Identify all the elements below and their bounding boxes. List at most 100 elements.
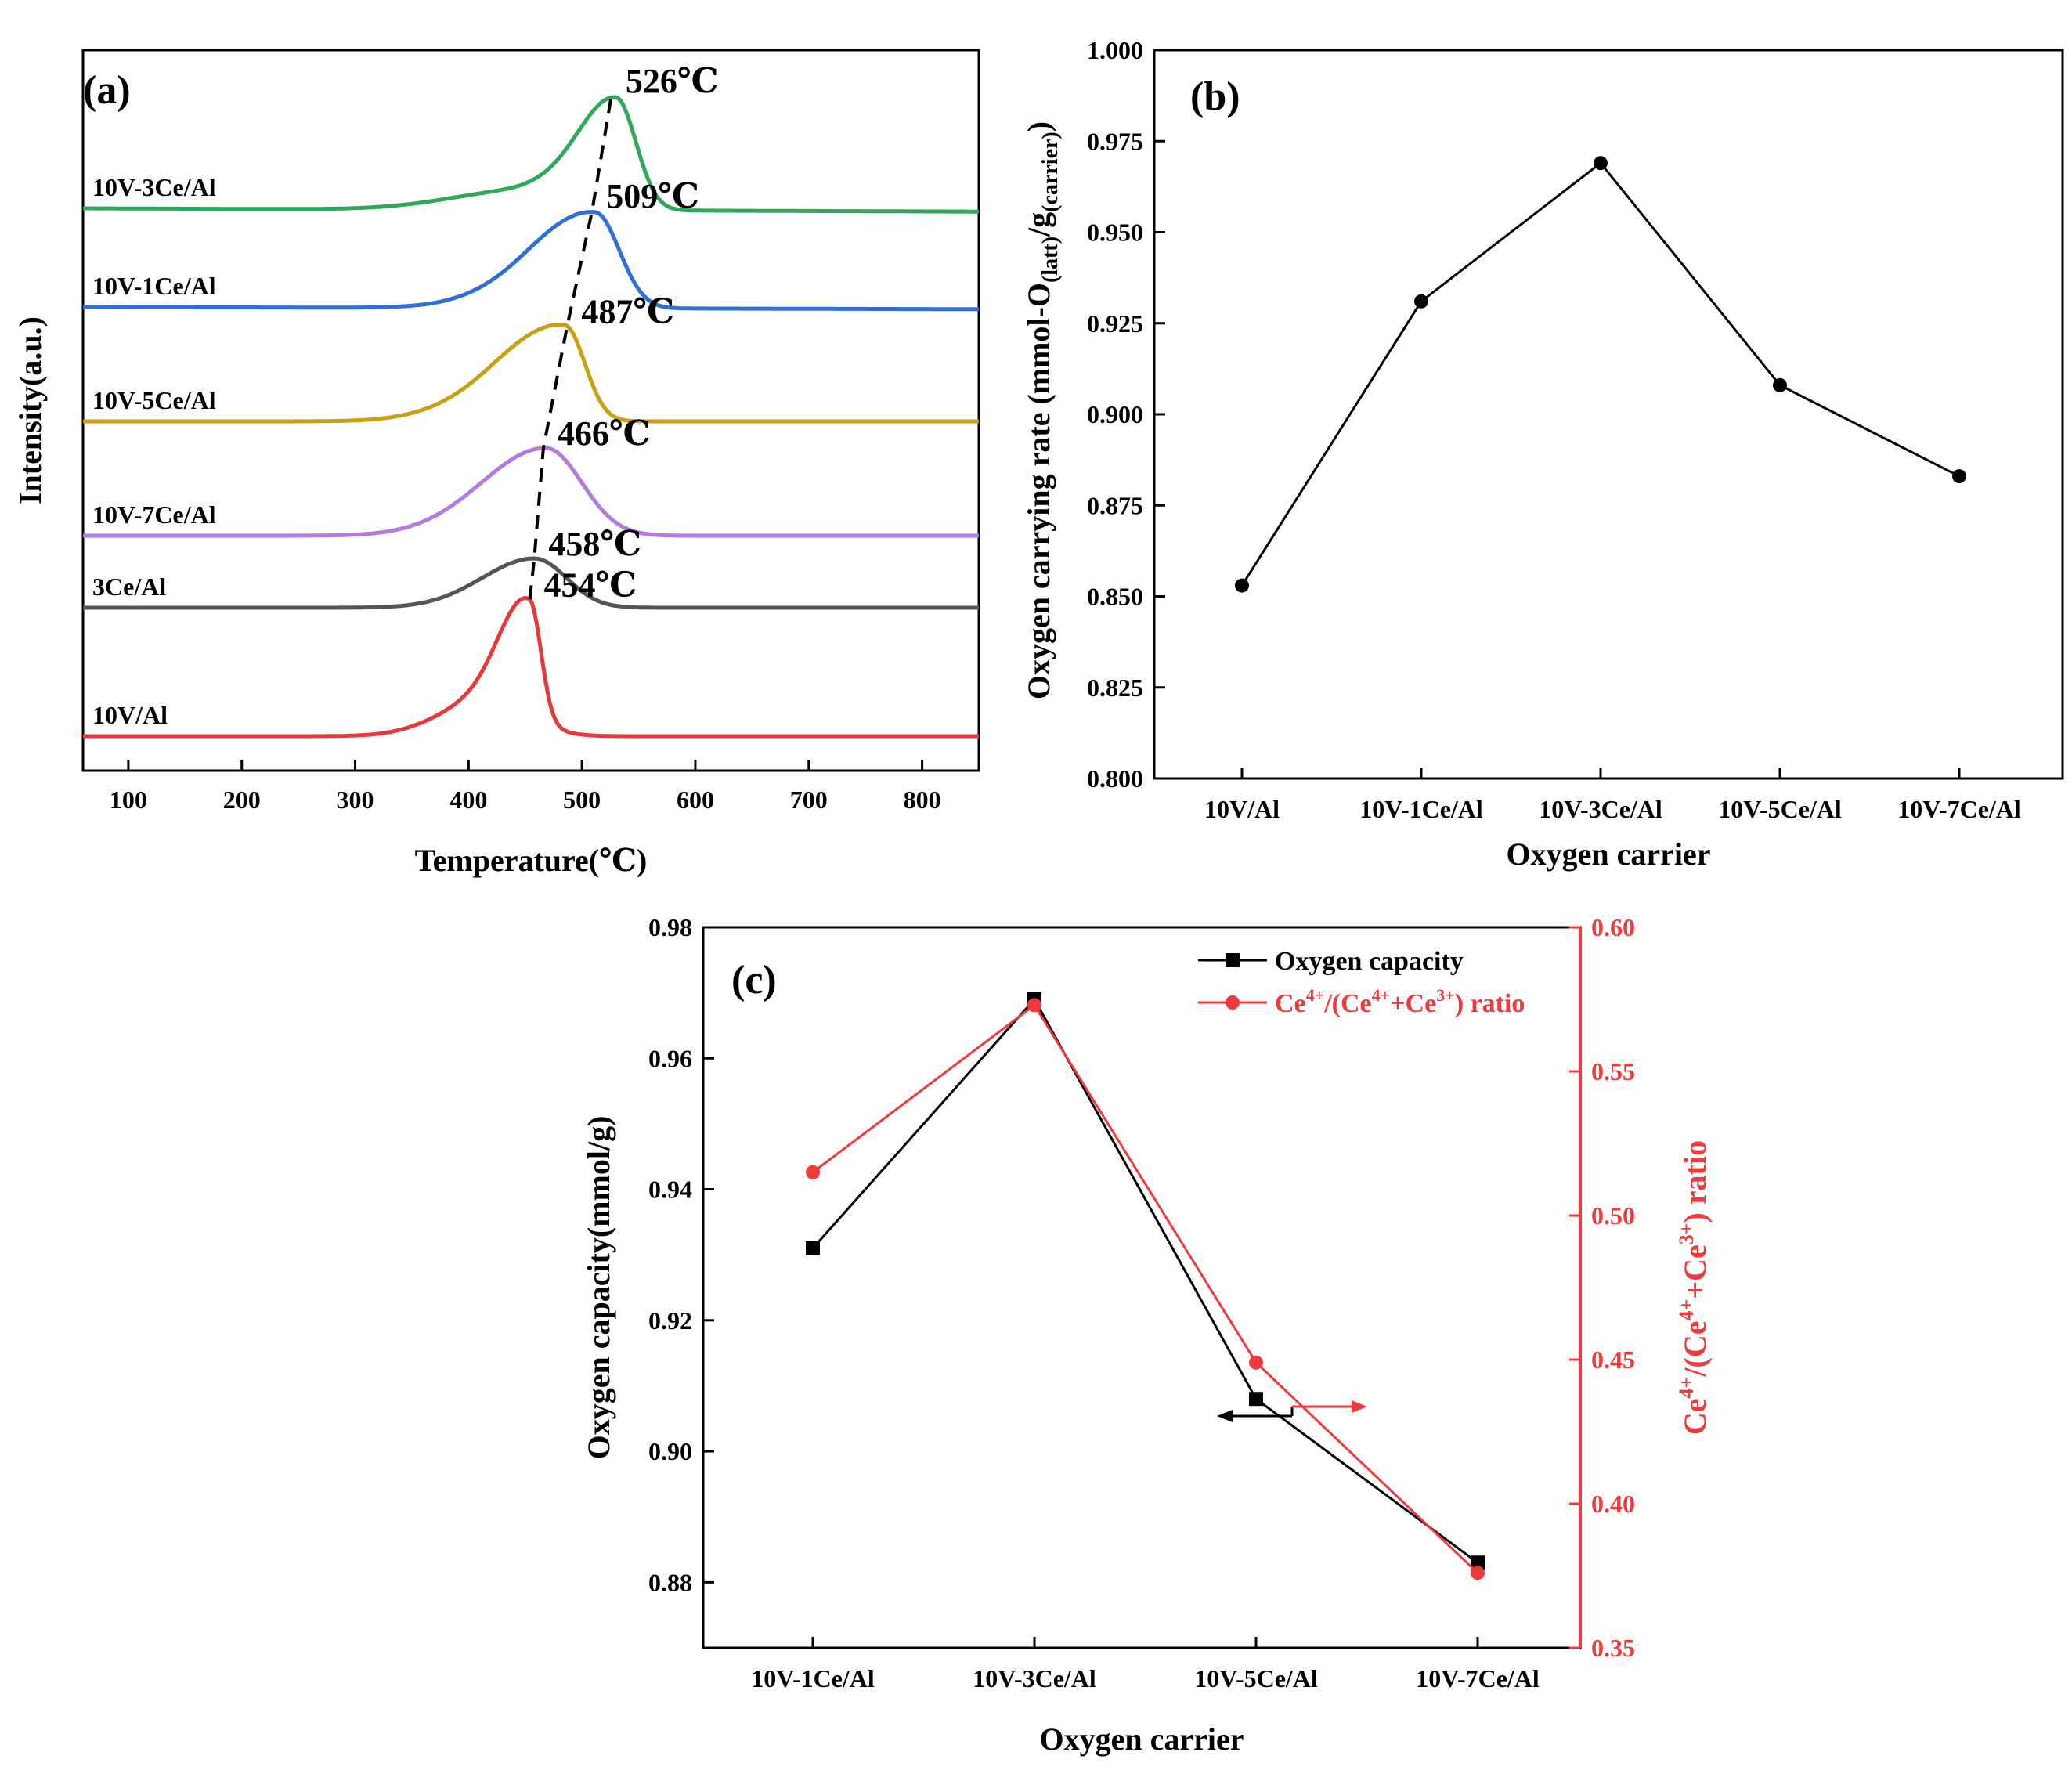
panel-c-left-y-title: Oxygen capacity(mmol/g) xyxy=(581,1116,616,1460)
b-ytick-label: 0.950 xyxy=(1087,219,1143,247)
panel-a-y-title: Intensity(a.u.) xyxy=(13,316,48,504)
panel-c-label: (c) xyxy=(731,958,777,1002)
panel-b-frame xyxy=(1153,49,2064,780)
a-xtick-label: 400 xyxy=(449,786,487,814)
c-right-ytick-label: 0.50 xyxy=(1591,1201,1635,1230)
panel-b-y-title: Oxygen carrying rate (mmol-O(latt)/g(car… xyxy=(1021,121,1063,699)
sample-label-6: 10V/Al xyxy=(92,701,168,729)
panel-c-plot xyxy=(806,992,1485,1580)
c-xtick-label: 10V-1Ce/Al xyxy=(751,1664,875,1692)
c-xtick-label: 10V-5Ce/Al xyxy=(1194,1664,1318,1692)
trace-10v-1ce-al xyxy=(83,210,979,312)
b-ytick-label: 0.825 xyxy=(1087,674,1143,702)
panel-b-y-title-main: Oxygen carrying rate (mmol-O xyxy=(1021,283,1056,699)
panel-c-x-ticks: 10V-1Ce/Al 10V-3Ce/Al 10V-5Ce/Al 10V-7Ce/Al xyxy=(751,1637,1540,1692)
peak-label-6: 454℃ xyxy=(544,565,637,604)
c-ratio-point-1 xyxy=(806,1165,820,1179)
panel-b-x-ticks: 10V/Al 10V-1Ce/Al 10V-3Ce/Al 10V-5Ce/Al 10V-… xyxy=(1204,768,2021,823)
b-ytick-label: 0.875 xyxy=(1087,491,1143,519)
panel-b-y-title-mid: /g xyxy=(1021,212,1056,237)
b-ytick-label: 0.975 xyxy=(1087,127,1143,155)
panel-c-right-y-title: Ce4+/(Ce4++Ce3+) ratio xyxy=(1675,1140,1713,1435)
c-xtick-label: 10V-7Ce/Al xyxy=(1416,1664,1540,1692)
trace-10v-7ce-al xyxy=(83,446,979,538)
trace-10v-al xyxy=(83,595,979,739)
panel-b-plot xyxy=(1235,156,1966,593)
c-series-line-2 xyxy=(812,1003,1479,1574)
a-xtick-label: 500 xyxy=(563,786,601,814)
legend-ratio-label: Ce4+/(Ce4++Ce3+) ratio xyxy=(1275,985,1525,1018)
b-xtick-label: 10V-3Ce/Al xyxy=(1539,795,1662,823)
sample-label-5: 3Ce/Al xyxy=(92,573,166,601)
peak-trend-dashed-line xyxy=(528,95,613,600)
panel-c-right-y-ticks: 0.35 0.40 0.45 0.50 0.55 0.60 xyxy=(1569,913,1635,1662)
a-xtick-label: 200 xyxy=(223,786,261,814)
peak-label-2: 509℃ xyxy=(606,177,699,215)
b-xtick-label: 10V-7Ce/Al xyxy=(1897,795,2021,823)
panel-c-frame xyxy=(702,926,1582,1649)
legend-ratio-marker xyxy=(1226,995,1240,1010)
sample-label-2: 10V-1Ce/Al xyxy=(92,272,216,300)
sample-label-3: 10V-5Ce/Al xyxy=(92,386,216,414)
legend-capacity-label: Oxygen capacity xyxy=(1275,947,1464,976)
c-xtick-label: 10V-3Ce/Al xyxy=(973,1664,1096,1692)
c-series-line-1 xyxy=(811,997,1478,1564)
c-capacity-point-3 xyxy=(1249,1392,1263,1407)
panel-a-frame xyxy=(81,49,980,772)
peak-label-1: 526℃ xyxy=(626,62,719,100)
peak-label-3: 487℃ xyxy=(581,292,674,331)
c-left-ytick-label: 0.94 xyxy=(648,1176,692,1204)
left-axis-indicator-arrow xyxy=(1217,1407,1294,1422)
a-xtick-label: 600 xyxy=(677,786,714,814)
b-point-2 xyxy=(1414,294,1428,309)
panel-b-carrying-rate: 0.800 0.825 0.850 0.875 0.900 0.925 0.950 0.975… xyxy=(1021,36,2064,872)
panel-b-x-title: Oxygen carrier xyxy=(1507,836,1711,872)
b-ytick-label: 0.925 xyxy=(1087,309,1143,338)
b-series-line xyxy=(1240,161,1960,587)
panel-b-y-title-end: ) xyxy=(1021,121,1056,132)
c-right-ytick-label: 0.45 xyxy=(1591,1346,1635,1374)
panel-a-sample-labels: 10V-3Ce/Al 10V-1Ce/Al 10V-5Ce/Al 10V-7Ce/Al… xyxy=(92,173,216,729)
b-ytick-label: 0.900 xyxy=(1087,400,1143,428)
b-xtick-label: 10V-1Ce/Al xyxy=(1359,795,1483,823)
panel-c-x-title: Oxygen carrier xyxy=(1040,1721,1244,1757)
c-left-ytick-label: 0.90 xyxy=(648,1437,692,1465)
b-xtick-label: 10V-5Ce/Al xyxy=(1718,795,1842,823)
trace-10v-3ce-al xyxy=(83,95,979,214)
panel-b-label: (b) xyxy=(1190,74,1240,119)
b-ytick-label: 0.800 xyxy=(1087,764,1143,793)
c-left-ytick-label: 0.88 xyxy=(648,1568,692,1596)
a-xtick-label: 800 xyxy=(904,786,941,814)
c-left-ytick-label: 0.98 xyxy=(648,913,692,941)
sample-label-4: 10V-7Ce/Al xyxy=(92,500,216,529)
panel-a-label: (a) xyxy=(83,68,131,113)
c-left-ytick-label: 0.96 xyxy=(648,1044,692,1072)
c-right-ytick-label: 0.60 xyxy=(1591,913,1635,941)
a-xtick-label: 100 xyxy=(110,786,147,814)
trace-3ce-al xyxy=(83,556,979,610)
c-ratio-point-2 xyxy=(1027,998,1041,1013)
a-xtick-label: 700 xyxy=(790,786,828,814)
peak-label-4: 466℃ xyxy=(558,414,651,453)
panel-b-y-title-sub1: (latt) xyxy=(1038,237,1063,283)
panel-a-traces xyxy=(83,95,979,739)
b-point-1 xyxy=(1235,578,1249,593)
panel-b-y-title-sub2: (carrier) xyxy=(1038,132,1063,212)
legend-capacity-marker xyxy=(1226,953,1240,967)
panel-c-legend: Oxygen capacity Ce4+/(Ce4++Ce3+) ratio xyxy=(1198,947,1525,1018)
panel-b-y-ticks: 0.800 0.825 0.850 0.875 0.900 0.925 0.950 0.975… xyxy=(1087,36,1165,793)
panel-a-x-title: Temperature(℃) xyxy=(415,843,648,878)
panel-c-capacity-ratio: 0.88 0.90 0.92 0.94 0.96 0.98 0.35 0.40 0.45 0.5… xyxy=(581,913,1713,1757)
c-ratio-point-4 xyxy=(1471,1566,1485,1580)
c-capacity-point-4 xyxy=(1471,1555,1485,1570)
b-point-5 xyxy=(1952,469,1966,484)
sample-label-1: 10V-3Ce/Al xyxy=(92,173,216,201)
b-point-4 xyxy=(1773,377,1787,392)
a-xtick-label: 300 xyxy=(337,786,374,814)
b-xtick-label: 10V/Al xyxy=(1204,795,1280,823)
c-right-ytick-label: 0.35 xyxy=(1591,1634,1635,1662)
right-axis-indicator-arrow xyxy=(1292,1400,1367,1413)
